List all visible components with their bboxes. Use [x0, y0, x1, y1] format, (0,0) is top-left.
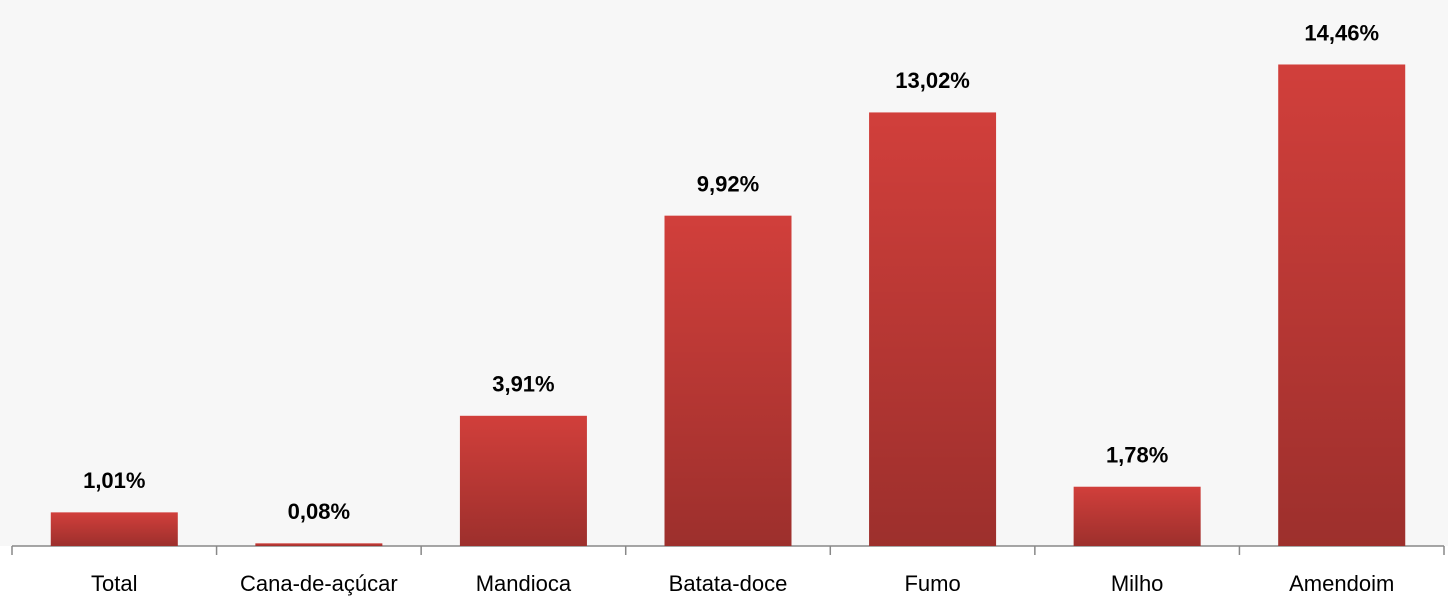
bar — [869, 112, 997, 547]
x-tick-label: Total — [91, 571, 137, 596]
bar — [255, 543, 383, 546]
value-label: 1,01% — [83, 468, 145, 493]
x-tick-label: Mandioca — [476, 571, 572, 596]
value-label: 3,91% — [492, 372, 554, 397]
value-label: 9,92% — [697, 171, 759, 196]
bar — [50, 512, 178, 546]
bar — [664, 215, 792, 546]
x-tick-label: Cana-de-açúcar — [240, 571, 398, 596]
x-tick-label: Fumo — [904, 571, 960, 596]
value-label: 13,02% — [895, 68, 970, 93]
bar — [1073, 486, 1201, 546]
x-tick-label: Amendoim — [1289, 571, 1394, 596]
value-label: 1,78% — [1106, 443, 1168, 468]
x-tick-label: Milho — [1111, 571, 1164, 596]
x-tick-label: Batata-doce — [669, 571, 788, 596]
value-label: 14,46% — [1304, 20, 1379, 45]
bar — [1278, 64, 1406, 547]
bar — [459, 415, 587, 546]
value-label: 0,08% — [288, 499, 350, 524]
